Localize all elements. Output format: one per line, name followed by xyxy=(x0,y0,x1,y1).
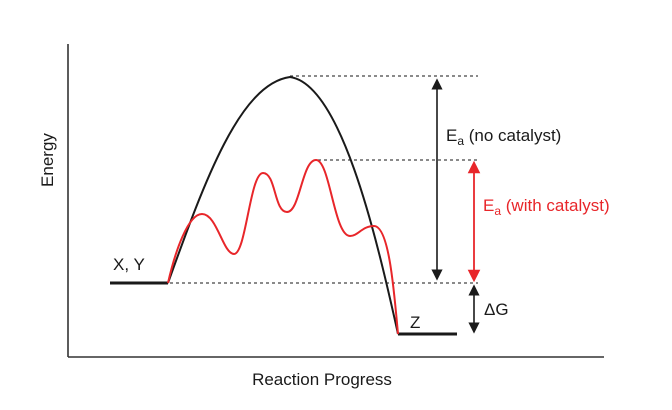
x-axis-label: Reaction Progress xyxy=(252,370,392,389)
delta-g-label: ΔG xyxy=(484,300,509,319)
y-axis-label: Energy xyxy=(38,133,57,187)
product-label: Z xyxy=(410,313,420,332)
ea-no-catalyst-symbol: E xyxy=(446,126,457,145)
ea-with-catalyst-text: (with catalyst) xyxy=(501,196,610,215)
ea-with-catalyst-label: Ea (with catalyst) xyxy=(483,196,610,218)
ea-no-catalyst-subscript: a xyxy=(457,134,464,148)
ea-with-catalyst-subscript: a xyxy=(494,204,501,218)
ea-no-catalyst-text: (no catalyst) xyxy=(464,126,561,145)
catalyzed-curve xyxy=(167,158,399,335)
ea-with-catalyst-symbol: E xyxy=(483,196,494,215)
uncatalyzed-curve xyxy=(167,75,399,335)
reactants-label: X, Y xyxy=(113,255,145,274)
ea-no-catalyst-label: Ea (no catalyst) xyxy=(446,126,561,148)
